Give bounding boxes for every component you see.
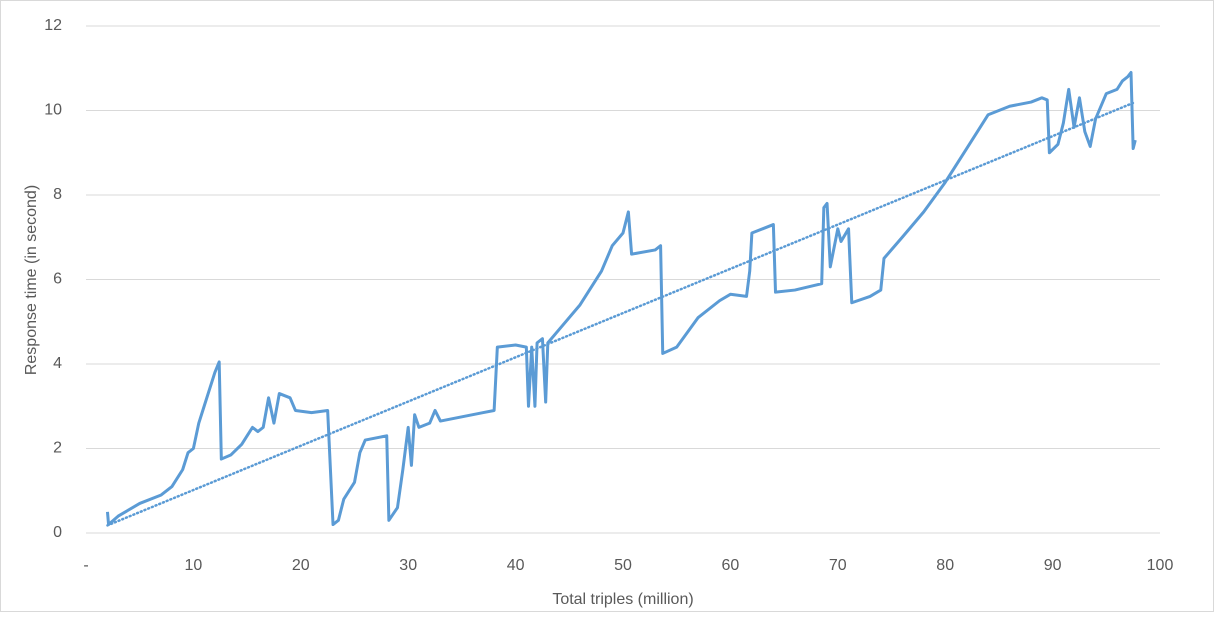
x-tick-label: 90 (1044, 557, 1062, 574)
y-tick-label: 4 (53, 355, 62, 372)
x-tick-label: - (83, 557, 88, 574)
x-tick-label: 50 (614, 557, 632, 574)
trend-line (106, 100, 1137, 527)
y-tick-label: 0 (53, 524, 62, 541)
x-tick-label: 30 (399, 557, 417, 574)
y-axis-title: Response time (in second) (23, 185, 40, 375)
x-axis-title: Total triples (million) (552, 591, 693, 608)
y-tick-label: 6 (53, 271, 62, 288)
x-tick-label: 40 (507, 557, 525, 574)
x-tick-label: 70 (829, 557, 847, 574)
y-tick-label: 10 (44, 102, 62, 119)
x-tick-label: 100 (1147, 557, 1174, 574)
y-tick-label: 8 (53, 186, 62, 203)
x-tick-label: 10 (185, 557, 203, 574)
x-tick-label: 80 (936, 557, 954, 574)
x-tick-label: 20 (292, 557, 310, 574)
y-tick-label: 2 (53, 440, 62, 457)
y-tick-label: 12 (44, 17, 62, 34)
x-tick-label: 60 (722, 557, 740, 574)
